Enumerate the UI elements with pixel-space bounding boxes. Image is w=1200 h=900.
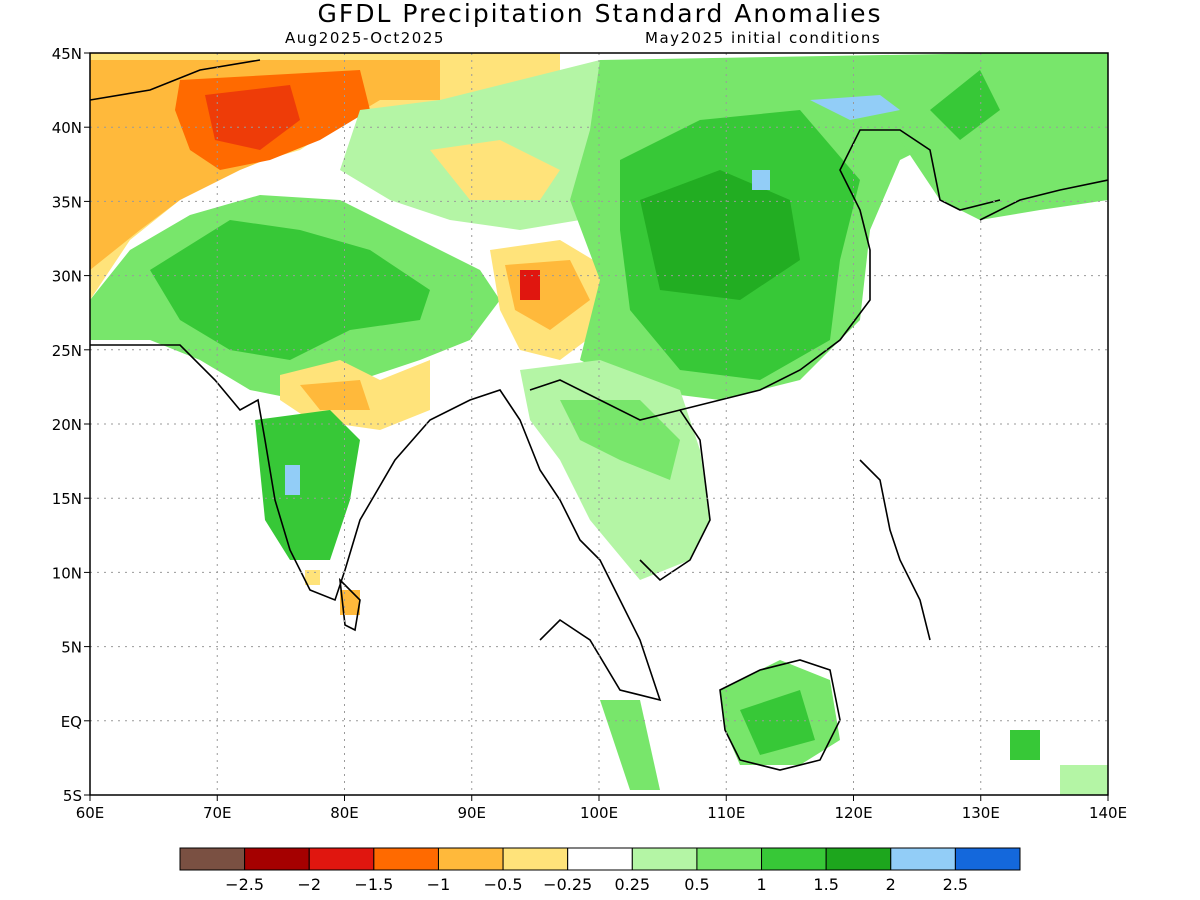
legend-swatch — [825, 847, 892, 871]
init-label: May2025 initial conditions — [645, 29, 882, 47]
legend-label: −1 — [427, 875, 451, 894]
legend-label: 2 — [886, 875, 896, 894]
legend-swatch — [954, 847, 1021, 871]
y-tick-label: 25N — [52, 342, 82, 360]
legend-label: 0.25 — [614, 875, 650, 894]
x-tick-label: 60E — [76, 804, 105, 822]
legend-label: −1.5 — [354, 875, 393, 894]
season-label: Aug2025-Oct2025 — [285, 29, 445, 47]
x-tick-label: 130E — [962, 804, 1000, 822]
legend-swatch — [631, 847, 698, 871]
y-tick-label: EQ — [61, 713, 82, 731]
legend-label: −0.5 — [484, 875, 523, 894]
coastlines — [90, 59, 1108, 771]
legend-label: 0.5 — [684, 875, 709, 894]
x-tick-label: 70E — [203, 804, 232, 822]
gridlines — [90, 53, 1108, 795]
legend-swatch — [502, 847, 569, 871]
y-tick-label: 5S — [63, 787, 82, 805]
y-tick-label: 45N — [52, 45, 82, 63]
y-axis-labels: 45N 40N 35N 30N 25N 20N 15N 10N 5N EQ 5S — [52, 45, 90, 805]
y-tick-label: 30N — [52, 268, 82, 286]
y-tick-label: 15N — [52, 490, 82, 508]
legend-label: 1.5 — [813, 875, 838, 894]
y-tick-label: 20N — [52, 416, 82, 434]
legend-swatch — [761, 847, 827, 871]
x-axis-labels: 60E 70E 80E 90E 100E 110E 120E 130E 140E — [76, 795, 1127, 822]
legend-swatch — [696, 847, 763, 871]
legend-swatch — [244, 847, 310, 871]
x-tick-label: 100E — [580, 804, 618, 822]
y-tick-label: 5N — [61, 639, 82, 657]
x-tick-label: 90E — [457, 804, 486, 822]
x-tick-label: 140E — [1089, 804, 1127, 822]
legend-swatch — [437, 847, 504, 871]
legend-swatch — [890, 847, 956, 871]
legend-swatch — [567, 847, 633, 871]
legend-swatch — [308, 847, 375, 871]
legend-swatch — [179, 847, 246, 871]
x-tick-label: 120E — [834, 804, 872, 822]
y-tick-label: 10N — [52, 564, 82, 582]
legend-swatch — [373, 847, 439, 871]
y-tick-label: 40N — [52, 119, 82, 137]
legend-label: −2 — [297, 875, 321, 894]
legend-label: 2.5 — [943, 875, 968, 894]
legend-label: 1 — [756, 875, 766, 894]
color-legend: −2.5 −2 −1.5 −1 −0.5 −0.25 0.25 0.5 1 1.5 2 2.5 — [179, 847, 1021, 894]
legend-label: −0.25 — [543, 875, 592, 894]
y-tick-label: 35N — [52, 193, 82, 211]
x-tick-label: 80E — [330, 804, 359, 822]
x-tick-label: 110E — [707, 804, 745, 822]
map-title: GFDL Precipitation Standard Anomalies — [317, 0, 883, 28]
legend-label: −2.5 — [225, 875, 264, 894]
